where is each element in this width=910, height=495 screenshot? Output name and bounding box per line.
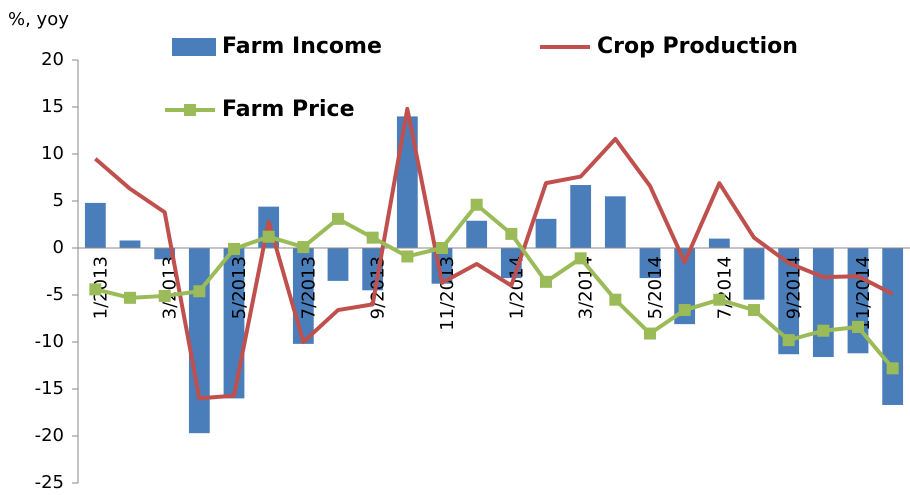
marker — [470, 198, 483, 211]
marker — [158, 289, 171, 302]
legend-swatch — [172, 38, 216, 56]
marker — [678, 304, 691, 317]
bar — [535, 218, 557, 248]
legend-marker — [184, 104, 196, 116]
marker — [401, 250, 414, 263]
x-tick-label: 5/2014 — [645, 256, 666, 319]
x-tick-label: 5/2013 — [229, 256, 250, 319]
y-tick-label: 0 — [53, 237, 64, 258]
x-tick-label: 7/2013 — [298, 256, 319, 319]
marker — [713, 293, 726, 306]
marker — [609, 293, 622, 306]
y-tick-label: 15 — [41, 96, 64, 117]
marker — [193, 285, 206, 298]
marker — [332, 212, 344, 225]
bar — [743, 248, 765, 300]
bar — [154, 248, 176, 260]
y-tick-label: -10 — [35, 331, 64, 352]
y-axis-label: %, yoy — [8, 9, 69, 30]
marker — [817, 324, 830, 337]
marker — [436, 242, 448, 254]
marker — [262, 230, 275, 243]
y-tick-label: -20 — [35, 425, 64, 446]
y-tick-label: 10 — [41, 143, 64, 164]
x-tick-label: 1/2014 — [506, 256, 527, 319]
marker — [574, 252, 587, 265]
bar — [84, 202, 106, 248]
y-tick-label: -15 — [35, 378, 64, 399]
y-tick-label: 5 — [53, 190, 64, 211]
marker — [886, 362, 899, 375]
marker — [644, 327, 656, 340]
marker — [540, 275, 552, 288]
bar — [639, 248, 661, 279]
line — [94, 106, 894, 401]
bar — [708, 238, 730, 248]
bar — [882, 248, 904, 405]
bar — [327, 248, 349, 281]
marker — [228, 242, 240, 255]
legend-label: Farm Income — [222, 34, 382, 59]
bar — [604, 196, 626, 248]
marker — [124, 291, 136, 304]
y-tick-label: -5 — [46, 284, 64, 305]
x-tick-label: 9/2014 — [784, 256, 805, 319]
x-tick-label: 7/2014 — [714, 256, 735, 319]
y-tick-label: 20 — [41, 49, 64, 70]
bar — [466, 220, 488, 248]
bar — [812, 248, 834, 358]
marker — [852, 320, 864, 333]
x-tick-label: 11/2014 — [853, 256, 874, 331]
bar — [570, 185, 592, 248]
marker — [748, 304, 760, 317]
marker — [297, 241, 310, 254]
line — [94, 202, 895, 370]
y-tick-label: -25 — [35, 472, 64, 493]
legend-label: Crop Production — [597, 34, 798, 59]
bar — [778, 248, 800, 355]
marker — [89, 283, 102, 296]
bar — [188, 248, 210, 434]
marker — [782, 334, 795, 347]
legend-label: Farm Price — [222, 97, 355, 122]
marker — [505, 227, 518, 240]
marker — [366, 231, 379, 244]
bar — [119, 240, 141, 248]
